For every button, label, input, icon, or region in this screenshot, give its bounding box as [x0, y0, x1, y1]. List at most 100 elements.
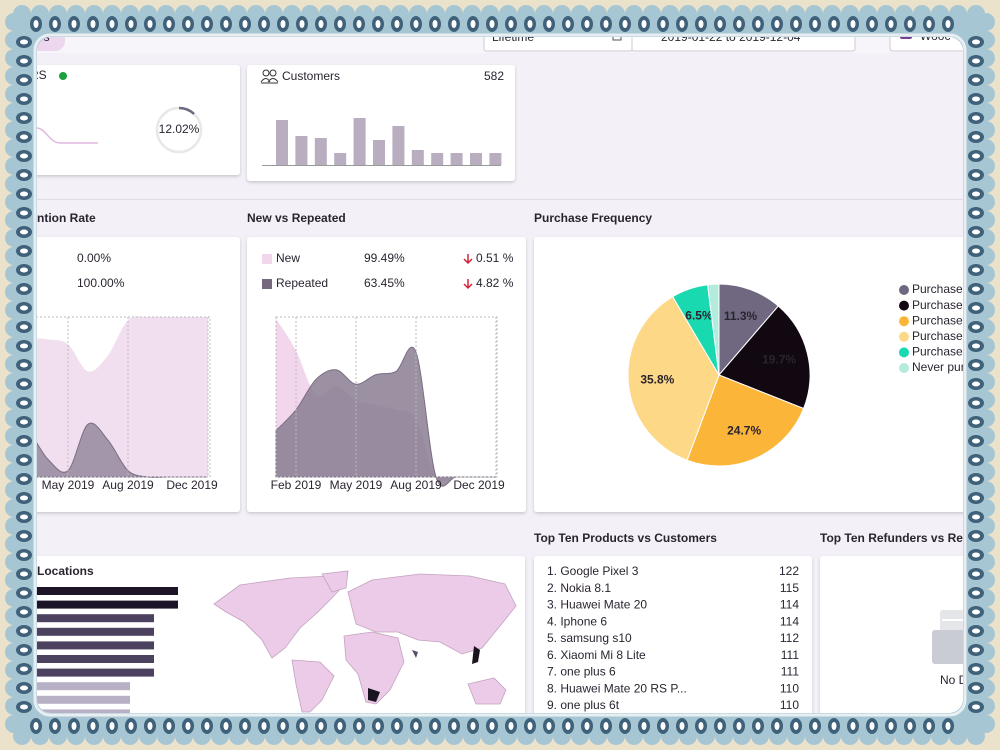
- legend-dot: [899, 285, 909, 295]
- scallop: [283, 727, 301, 745]
- scallop: [5, 157, 23, 175]
- ornament: [109, 722, 115, 730]
- slice-label: 19.7%: [762, 352, 796, 366]
- product-count: 122: [779, 564, 799, 578]
- map-region: [321, 570, 349, 593]
- ornament: [972, 39, 980, 45]
- ornament: [20, 552, 28, 558]
- ornament: [736, 20, 742, 28]
- ornament: [204, 722, 210, 730]
- ornament: [20, 628, 28, 634]
- scallop: [265, 727, 283, 745]
- card-title: Customers: [282, 69, 340, 83]
- ornament: [432, 20, 438, 28]
- ornament: [20, 457, 28, 463]
- bar: [276, 120, 288, 165]
- ornament: [375, 20, 381, 28]
- legend-swatch: [262, 254, 272, 264]
- sparkline: [37, 127, 98, 144]
- card: [247, 65, 515, 181]
- ornament: [565, 20, 571, 28]
- ornament: [972, 96, 980, 102]
- legend-swatch: [262, 279, 272, 289]
- scallop: [949, 727, 967, 745]
- legend-name: Repeated: [276, 276, 328, 290]
- ornament: [242, 20, 248, 28]
- ornament: [20, 666, 28, 672]
- ornament: [972, 666, 980, 672]
- ornament: [972, 400, 980, 406]
- ornament: [261, 722, 267, 730]
- legend-value: 100.00%: [77, 276, 125, 290]
- legend-label: Never purch: [912, 360, 977, 374]
- scallop: [5, 175, 23, 193]
- legend-dot: [899, 300, 909, 311]
- x-tick-label: Aug 2019: [390, 478, 442, 492]
- ornament: [394, 20, 400, 28]
- legend-label: Purchased t: [912, 298, 977, 312]
- ornament: [166, 20, 172, 28]
- ornament: [546, 722, 552, 730]
- map-region-highlight: [472, 646, 480, 664]
- ornament: [185, 722, 191, 730]
- scallop: [977, 715, 995, 733]
- empty-text: No D: [940, 673, 968, 687]
- x-tick-label: May 2019: [330, 478, 383, 492]
- section-title: Top Ten Refunders vs Refu: [820, 531, 974, 545]
- scallop: [5, 517, 23, 535]
- ornament: [20, 134, 28, 140]
- ornament: [736, 722, 742, 730]
- x-tick-label: May 2019: [42, 478, 95, 492]
- map-region: [291, 659, 335, 713]
- bar: [353, 118, 366, 165]
- ornament: [432, 722, 438, 730]
- product-count: 111: [781, 648, 800, 662]
- x-tick-label: Feb 2019: [271, 478, 322, 492]
- ornament: [945, 722, 951, 730]
- ornament: [755, 722, 761, 730]
- range-text: Lifetime: [492, 30, 534, 44]
- ornament: [223, 722, 229, 730]
- slice-label: 35.8%: [640, 373, 674, 387]
- section-title: New vs Repeated: [247, 211, 346, 225]
- section-title: Purchase Frequency: [534, 211, 652, 225]
- location-bar: [37, 682, 130, 691]
- product-name: 5. samsung s10: [547, 631, 632, 645]
- slice-label: 6.5%: [685, 309, 713, 323]
- ornament: [20, 647, 28, 653]
- ornament: [20, 400, 28, 406]
- icon: [269, 69, 277, 77]
- product-count: 115: [780, 581, 799, 595]
- ornament: [972, 419, 980, 425]
- ornament: [20, 514, 28, 520]
- down-arrow: [463, 279, 473, 290]
- ornament: [394, 722, 400, 730]
- area: [37, 316, 208, 477]
- ornament: [356, 20, 362, 28]
- scallop: [977, 13, 995, 31]
- ornament: [972, 134, 980, 140]
- ornament: [812, 20, 818, 28]
- ornament: [888, 20, 894, 28]
- change-value: 0.51 %: [476, 251, 514, 265]
- ornament: [318, 722, 324, 730]
- ornament: [972, 286, 980, 292]
- ornament: [20, 96, 28, 102]
- ornament: [679, 722, 685, 730]
- product-count: 114: [780, 598, 799, 612]
- location-bar: [37, 655, 154, 663]
- scallop: [977, 337, 995, 355]
- ornament: [20, 590, 28, 596]
- location-bar: [37, 709, 130, 713]
- scallop: [283, 5, 301, 23]
- x-tick-label: Dec 2019: [453, 478, 505, 492]
- ornament: [147, 722, 153, 730]
- ornament: [926, 20, 932, 28]
- ornament: [20, 77, 28, 83]
- ornament: [972, 229, 980, 235]
- ornament: [622, 722, 628, 730]
- location-bar: [37, 627, 154, 636]
- ornament: [869, 20, 875, 28]
- legend-label: Purchased r: [912, 345, 977, 359]
- ornament: [774, 20, 780, 28]
